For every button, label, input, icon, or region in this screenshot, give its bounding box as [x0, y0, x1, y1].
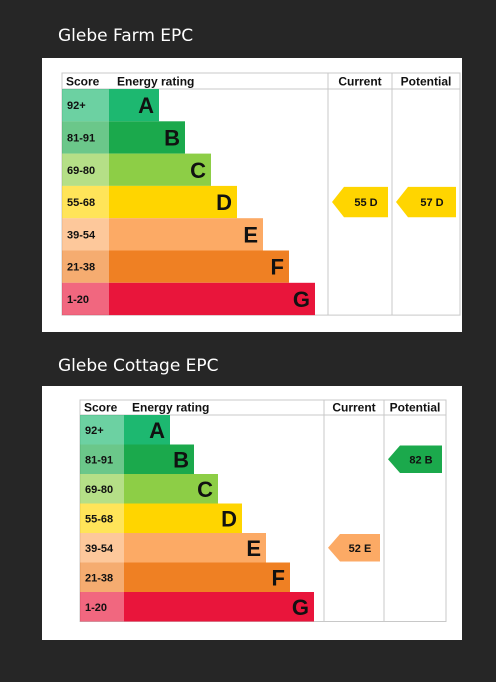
- current-rating-label: 52 E: [349, 543, 372, 555]
- band-letter-a: A: [138, 93, 154, 118]
- score-range-c: 69-80: [85, 484, 113, 496]
- band-letter-e: E: [246, 536, 261, 561]
- score-range-a: 92+: [67, 100, 86, 112]
- band-bar-c: [124, 474, 218, 504]
- band-letter-g: G: [292, 595, 309, 620]
- current-arrow: [328, 534, 380, 562]
- band-bar-c: [109, 153, 211, 186]
- glebe-farm-epc-card: Score Energy rating Current Potential 92+ A 81…: [42, 58, 462, 332]
- score-range-d: 55-68: [67, 197, 95, 209]
- band-bar-b: [109, 121, 185, 154]
- potential-rating-label: 82 B: [409, 454, 432, 466]
- glebe-cottage-epc-card: Score Energy rating Current Potential 92+ A 81…: [42, 386, 462, 640]
- score-cell-g: [62, 282, 109, 316]
- score-header: Score: [84, 401, 118, 415]
- current-header: Current: [332, 401, 375, 415]
- potential-header: Potential: [390, 401, 441, 415]
- band-bar-a: [109, 89, 159, 122]
- energy-rating-header: Energy rating: [132, 401, 209, 415]
- band-bar-e: [109, 218, 263, 251]
- band-letter-b: B: [173, 447, 189, 472]
- glebe-cottage-epc-chart: Score Energy rating Current Potential 92+ A 81…: [79, 399, 447, 622]
- score-cell-c: [80, 474, 124, 504]
- band-bar-f: [124, 562, 290, 592]
- band-letter-a: A: [149, 418, 165, 443]
- band-letter-c: C: [197, 477, 213, 502]
- score-range-g: 1-20: [67, 294, 89, 306]
- score-cell-b: [80, 444, 124, 474]
- potential-rating-label: 57 D: [420, 197, 443, 209]
- score-range-d: 55-68: [85, 513, 113, 525]
- score-cell-b: [62, 121, 109, 154]
- score-range-e: 39-54: [85, 543, 114, 555]
- band-letter-g: G: [293, 287, 310, 312]
- score-range-b: 81-91: [67, 132, 95, 144]
- potential-arrow: [388, 445, 442, 473]
- band-letter-d: D: [221, 506, 237, 531]
- score-cell-a: [62, 89, 109, 122]
- score-range-e: 39-54: [67, 229, 96, 241]
- band-letter-b: B: [164, 125, 180, 150]
- glebe-farm-title: Glebe Farm EPC: [58, 26, 194, 46]
- glebe-farm-epc-chart: Score Energy rating Current Potential 92+ A 81…: [61, 72, 461, 316]
- band-letter-f: F: [271, 255, 284, 280]
- current-arrow: [332, 186, 388, 218]
- band-bar-f: [109, 250, 289, 283]
- score-range-b: 81-91: [85, 454, 113, 466]
- band-bar-e: [124, 533, 266, 563]
- score-cell-f: [80, 562, 124, 592]
- band-bar-b: [124, 444, 194, 474]
- score-cell-a: [80, 415, 124, 445]
- score-range-c: 69-80: [67, 165, 95, 177]
- potential-arrow: [396, 186, 456, 218]
- band-bar-g: [109, 282, 315, 316]
- energy-rating-header: Energy rating: [117, 75, 194, 89]
- band-letter-d: D: [216, 190, 232, 215]
- score-cell-d: [80, 503, 124, 533]
- band-letter-e: E: [243, 222, 258, 247]
- score-cell-c: [62, 153, 109, 186]
- band-bar-a: [124, 415, 170, 445]
- score-range-g: 1-20: [85, 602, 107, 614]
- score-cell-g: [80, 592, 124, 622]
- current-rating-label: 55 D: [354, 197, 377, 209]
- score-range-f: 21-38: [85, 572, 113, 584]
- glebe-cottage-title: Glebe Cottage EPC: [58, 356, 219, 376]
- score-range-a: 92+: [85, 425, 104, 437]
- score-cell-e: [80, 533, 124, 563]
- band-bar-d: [109, 185, 237, 219]
- band-letter-f: F: [272, 565, 285, 590]
- potential-header: Potential: [401, 75, 452, 89]
- score-cell-e: [62, 218, 109, 251]
- band-letter-c: C: [190, 158, 206, 183]
- band-bar-g: [124, 592, 314, 622]
- score-cell-d: [62, 185, 109, 219]
- score-range-f: 21-38: [67, 262, 95, 274]
- current-header: Current: [338, 75, 381, 89]
- score-cell-f: [62, 250, 109, 283]
- band-bar-d: [124, 503, 242, 533]
- score-header: Score: [66, 75, 100, 89]
